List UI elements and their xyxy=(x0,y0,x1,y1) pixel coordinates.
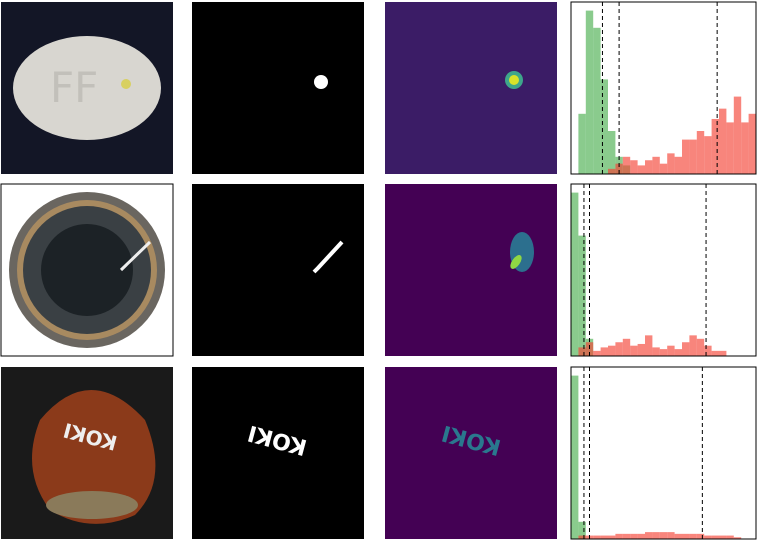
histogram-bar xyxy=(578,347,586,356)
histogram-bar xyxy=(733,96,742,174)
histogram-bar xyxy=(659,532,668,539)
histogram-bar xyxy=(652,347,660,356)
histogram-bar xyxy=(689,335,697,356)
histogram-bar xyxy=(674,349,682,356)
histogram-bar xyxy=(667,532,675,539)
histogram-bar xyxy=(615,163,623,174)
histogram-bar xyxy=(608,168,616,174)
histogram-bar xyxy=(608,131,616,174)
hazelnut-base xyxy=(46,491,138,519)
histogram-bar xyxy=(659,163,668,174)
histogram-bar xyxy=(726,122,734,174)
histogram-bar xyxy=(645,532,653,539)
histogram-bar xyxy=(696,533,705,539)
histogram-bar xyxy=(615,533,623,539)
histogram-bar xyxy=(630,533,638,539)
heatmap xyxy=(385,2,557,174)
histogram-bar xyxy=(645,160,653,174)
histogram-bar xyxy=(696,338,705,356)
histogram-bar xyxy=(615,342,623,356)
mask-region xyxy=(314,75,328,89)
histogram-bar xyxy=(578,113,586,174)
histogram-bar xyxy=(659,349,668,356)
heatmap xyxy=(385,184,557,356)
histogram-bar xyxy=(667,345,675,356)
bottle-bottom xyxy=(41,224,133,316)
histogram-bar xyxy=(600,347,608,356)
histogram-bar xyxy=(674,533,682,539)
histogram-bar xyxy=(578,521,586,539)
mask xyxy=(192,184,364,356)
histogram-bar xyxy=(652,532,660,539)
histogram-bar xyxy=(622,533,631,539)
histogram-bar xyxy=(585,10,594,174)
histogram-bar xyxy=(578,235,586,356)
histogram-bar xyxy=(571,375,579,539)
histogram-bar xyxy=(689,533,697,539)
histogram-bar xyxy=(652,156,660,174)
histogram-bar xyxy=(719,350,727,356)
heatmap xyxy=(385,367,557,539)
hazelnut xyxy=(32,390,156,524)
histogram-bar xyxy=(696,131,705,174)
histogram-bar xyxy=(600,79,608,174)
histogram-bar xyxy=(748,113,756,174)
mask-region xyxy=(312,240,344,274)
mask xyxy=(192,2,364,174)
heat-core xyxy=(509,75,519,85)
bottle-defect xyxy=(119,240,152,272)
plot-frame xyxy=(570,1,757,175)
histogram-bar xyxy=(593,27,601,174)
histogram-bar xyxy=(674,156,682,174)
histogram-bar xyxy=(719,535,727,539)
histogram-bar xyxy=(630,160,638,174)
histogram-bar xyxy=(645,335,653,356)
histogram-bar xyxy=(682,139,690,174)
mask xyxy=(192,367,364,539)
histogram-bar xyxy=(637,533,645,539)
histogram-bar xyxy=(593,350,601,356)
pill-emboss: FF xyxy=(50,63,98,112)
histogram-bar xyxy=(667,153,675,174)
histogram-bar xyxy=(585,342,594,356)
plot-frame xyxy=(570,183,757,357)
histogram-bar xyxy=(593,535,601,539)
histogram-bar xyxy=(719,108,727,174)
pill xyxy=(13,36,161,140)
histogram-bar xyxy=(682,533,690,539)
histogram-bar xyxy=(682,342,690,356)
histogram-bar xyxy=(571,192,579,356)
histogram-bar xyxy=(711,535,719,539)
histogram-bar xyxy=(741,122,749,174)
heat-core xyxy=(510,255,522,269)
histogram-bar xyxy=(608,535,616,539)
histogram-bar xyxy=(726,535,734,539)
histogram-bar xyxy=(622,156,631,174)
histogram-bar xyxy=(608,345,616,356)
histogram-bar xyxy=(711,350,719,356)
histogram-bar xyxy=(704,345,712,356)
histogram-bar xyxy=(630,345,638,356)
histogram-bar xyxy=(689,139,697,174)
histogram-bar xyxy=(622,338,631,356)
histogram-bar xyxy=(578,535,586,539)
histogram-bar xyxy=(600,535,608,539)
plot-frame xyxy=(570,366,757,540)
histogram-bar xyxy=(711,118,719,174)
histogram-bar xyxy=(704,535,712,539)
histogram-bar xyxy=(733,537,742,539)
histogram-bar xyxy=(637,343,645,356)
histogram-bar xyxy=(637,165,645,174)
histogram-bar xyxy=(704,136,712,174)
pill-defect xyxy=(121,79,131,89)
